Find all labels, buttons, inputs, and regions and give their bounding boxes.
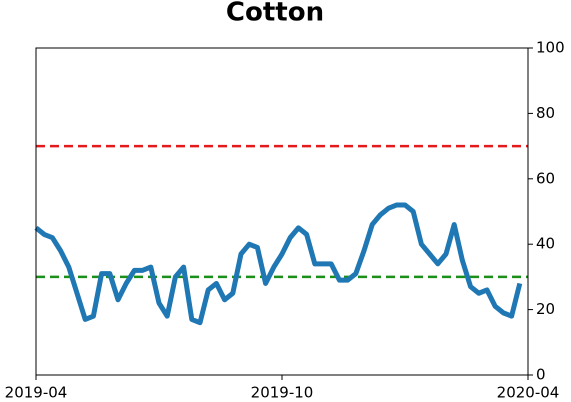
x-tick-label: 2019-04	[5, 384, 68, 402]
x-tick-label: 2019-10	[251, 384, 314, 402]
plot-frame	[35, 47, 529, 376]
y-tick-label: 20	[536, 300, 555, 318]
y-tick-label: 100	[536, 39, 565, 57]
data-line	[34, 202, 523, 326]
y-tick-label: 80	[536, 104, 555, 122]
y-tick-label: 40	[536, 235, 555, 253]
y-tick-label: 0	[536, 366, 546, 384]
x-tick-label: 2020-04	[497, 384, 560, 402]
chart-title: Cotton	[226, 0, 324, 28]
y-tick-label: 60	[536, 169, 555, 187]
